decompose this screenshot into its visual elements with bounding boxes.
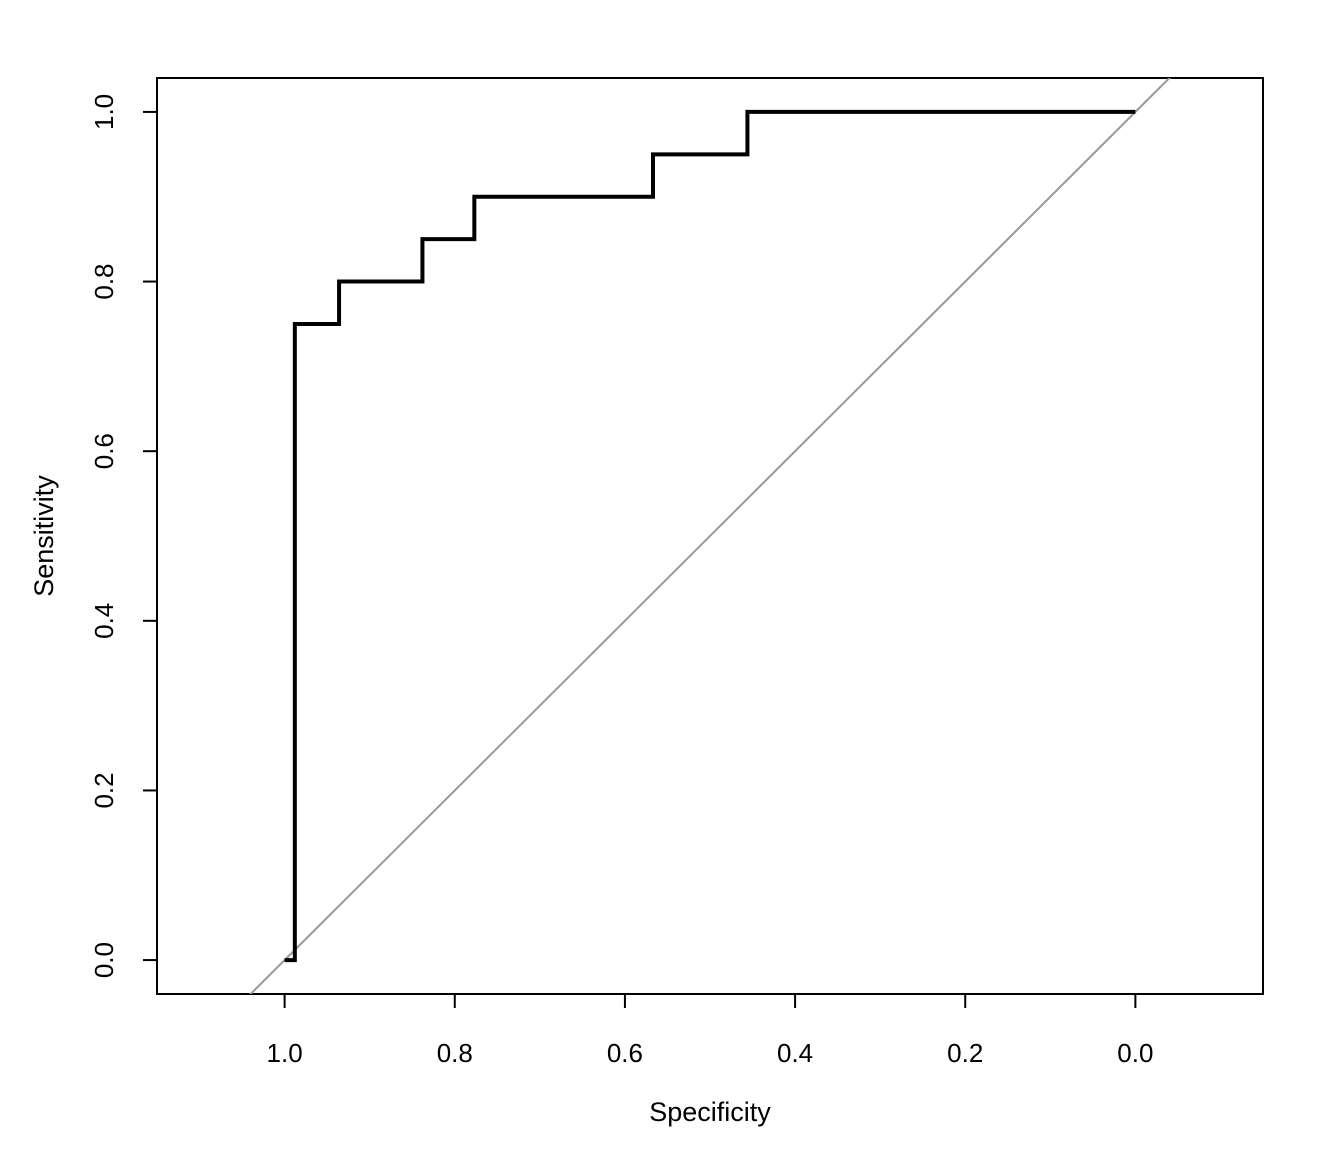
x-tick-label: 1.0 (267, 1038, 303, 1068)
y-axis: 0.0 0.2 0.4 0.6 0.8 1.0 (89, 94, 158, 978)
y-tick-label: 0.8 (89, 263, 119, 299)
x-tick-label: 0.4 (777, 1038, 813, 1068)
x-tick-label: 0.6 (607, 1038, 643, 1068)
y-tick-label: 0.6 (89, 433, 119, 469)
x-tick-label: 0.2 (947, 1038, 983, 1068)
y-tick-label: 0.4 (89, 603, 119, 639)
roc-curve-line (284, 109, 1136, 963)
reference-diagonal-line (249, 78, 1171, 994)
y-tick-label: 0.0 (89, 942, 119, 978)
x-axis-label: Specificity (649, 1097, 771, 1127)
y-tick-label: 1.0 (89, 94, 119, 130)
x-tick-label: 0.8 (437, 1038, 473, 1068)
x-axis: 1.0 0.8 0.6 0.4 0.2 0.0 (267, 993, 1153, 1068)
y-axis-label: Sensitivity (29, 475, 59, 597)
y-tick-label: 0.2 (89, 772, 119, 808)
x-tick-label: 0.0 (1117, 1038, 1153, 1068)
series-layer (249, 78, 1171, 994)
